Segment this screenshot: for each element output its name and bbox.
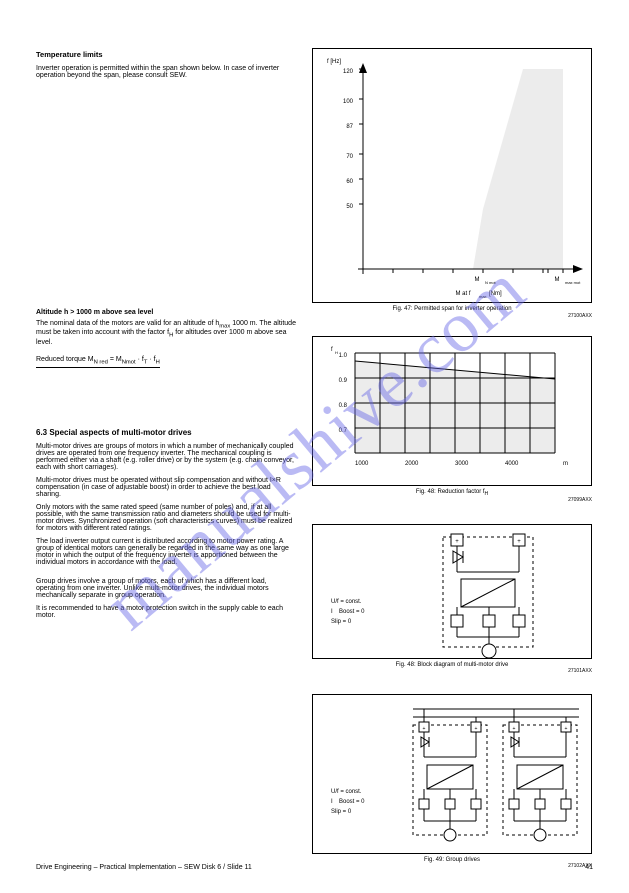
svg-text:+: + — [517, 539, 521, 545]
svg-text:f [Hz]: f [Hz] — [327, 59, 341, 65]
para7: Group drives involve a group of motors, … — [36, 578, 296, 599]
svg-text:max mot: max mot — [565, 280, 581, 285]
docref2: 27099AXX — [312, 497, 592, 503]
svg-text:1000: 1000 — [355, 461, 369, 467]
svg-text:Slip = 0: Slip = 0 — [331, 619, 352, 625]
fig48-chart: fH 1.0 0.9 0.8 0.7 1000 2000 3000 4000 m — [313, 337, 591, 485]
svg-text:4000: 4000 — [505, 461, 519, 467]
para9: It is recommended to have a motor protec… — [36, 605, 296, 619]
svg-text:50: 50 — [346, 204, 353, 210]
para-altitude: The nominal data of the motors are valid… — [36, 320, 296, 346]
sect-63: 6.3 Special aspects of multi-motor drive… — [36, 428, 296, 437]
fig48-wrap: fH 1.0 0.9 0.8 0.7 1000 2000 3000 4000 m… — [312, 336, 592, 503]
txt: H — [156, 359, 160, 365]
txt: = M — [110, 356, 122, 363]
svg-text:60: 60 — [346, 179, 353, 185]
svg-text:H: H — [335, 350, 338, 355]
para4: Multi-motor drives must be operated with… — [36, 477, 296, 498]
svg-text:Boost = 0: Boost = 0 — [339, 609, 365, 615]
svg-text:M: M — [555, 277, 560, 283]
formula: Reduced torque MN red = MNmot · fT · fH — [36, 356, 160, 368]
svg-text:0.7: 0.7 — [339, 428, 348, 434]
svg-text:I: I — [331, 609, 333, 615]
fig50-box: U/f = const. I Boost = 0 Slip = 0 + + — [312, 694, 592, 854]
fig48-caption: Fig. 48: Reduction factor fH — [312, 489, 592, 497]
svg-text:U/f = const.: U/f = const. — [331, 789, 362, 795]
txt: N red — [94, 359, 108, 365]
svg-text:0.8: 0.8 — [339, 403, 348, 409]
svg-text:2000: 2000 — [405, 461, 419, 467]
footer-right: 41 — [585, 864, 593, 871]
docref1: 27100AXX — [312, 313, 592, 319]
svg-text:f: f — [331, 347, 333, 353]
ylab: 120 — [343, 69, 354, 75]
fig49-box: U/f = const. I Boost = 0 Slip = 0 + + — [312, 524, 592, 659]
svg-text:+: + — [455, 539, 459, 545]
txt: Reduced torque M — [36, 356, 94, 363]
svg-text:I: I — [331, 799, 333, 805]
fig47-box: 120 100 87 70 60 50 f [Hz] M N mot M max… — [312, 48, 592, 303]
svg-text:+: + — [513, 726, 516, 732]
svg-text:N mot: N mot — [485, 280, 497, 285]
svg-text:1.0: 1.0 — [339, 353, 348, 359]
svg-text:Boost = 0: Boost = 0 — [339, 799, 365, 805]
fig47-caption: Fig. 47: Permitted span for inverter ope… — [312, 306, 592, 312]
svg-text:max: max — [479, 294, 487, 299]
fig50-wrap: U/f = const. I Boost = 0 Slip = 0 + + — [312, 694, 592, 869]
col-left: Temperature limits Inverter operation is… — [36, 50, 296, 619]
svg-text:+: + — [423, 726, 426, 732]
footer-left: Drive Engineering – Practical Implementa… — [36, 864, 252, 871]
svg-text:m: m — [563, 461, 568, 467]
fig49-diagram: U/f = const. I Boost = 0 Slip = 0 + + — [313, 525, 591, 658]
txt: T — [144, 359, 148, 365]
txt: altitude of h — [183, 320, 219, 327]
fig47-chart: 120 100 87 70 60 50 f [Hz] M N mot M max… — [313, 49, 591, 302]
svg-text:0.9: 0.9 — [339, 378, 348, 384]
para5: Only motors with the same rated speed (s… — [36, 504, 296, 532]
sub-altitude: Altitude h > 1000 m above sea level — [36, 309, 296, 316]
txt: Fig. 48: Reduction factor f — [416, 489, 485, 495]
fig50-diagram: U/f = const. I Boost = 0 Slip = 0 + + — [313, 695, 591, 853]
svg-text:Slip = 0: Slip = 0 — [331, 809, 352, 815]
svg-text:+: + — [475, 726, 478, 732]
docref3: 27101AXX — [312, 668, 592, 674]
footer: Drive Engineering – Practical Implementa… — [36, 864, 593, 871]
fig48-box: fH 1.0 0.9 0.8 0.7 1000 2000 3000 4000 m — [312, 336, 592, 486]
txt: into account with the factor f — [82, 329, 169, 336]
txt: Nmot — [122, 359, 136, 365]
svg-text:M at f: M at f — [455, 291, 470, 297]
svg-text:+: + — [565, 726, 568, 732]
txt: H — [169, 333, 173, 339]
svg-text:[Nm]: [Nm] — [489, 291, 502, 297]
para6: The load inverter output current is dist… — [36, 538, 296, 566]
svg-text:87: 87 — [346, 124, 353, 130]
fig49-wrap: U/f = const. I Boost = 0 Slip = 0 + + — [312, 524, 592, 674]
para3: Multi-motor drives are groups of motors … — [36, 443, 296, 471]
svg-text:3000: 3000 — [455, 461, 469, 467]
txt: The nominal data of the motors are valid… — [36, 320, 181, 327]
page-title: Temperature limits — [36, 50, 296, 59]
fig47-wrap: 120 100 87 70 60 50 f [Hz] M N mot M max… — [312, 48, 592, 319]
svg-text:M: M — [475, 277, 480, 283]
para-span: Inverter operation is permitted within t… — [36, 65, 296, 79]
svg-text:70: 70 — [346, 154, 353, 160]
svg-text:U/f = const.: U/f = const. — [331, 599, 362, 605]
txt: H — [485, 491, 489, 497]
svg-text:100: 100 — [343, 99, 354, 105]
